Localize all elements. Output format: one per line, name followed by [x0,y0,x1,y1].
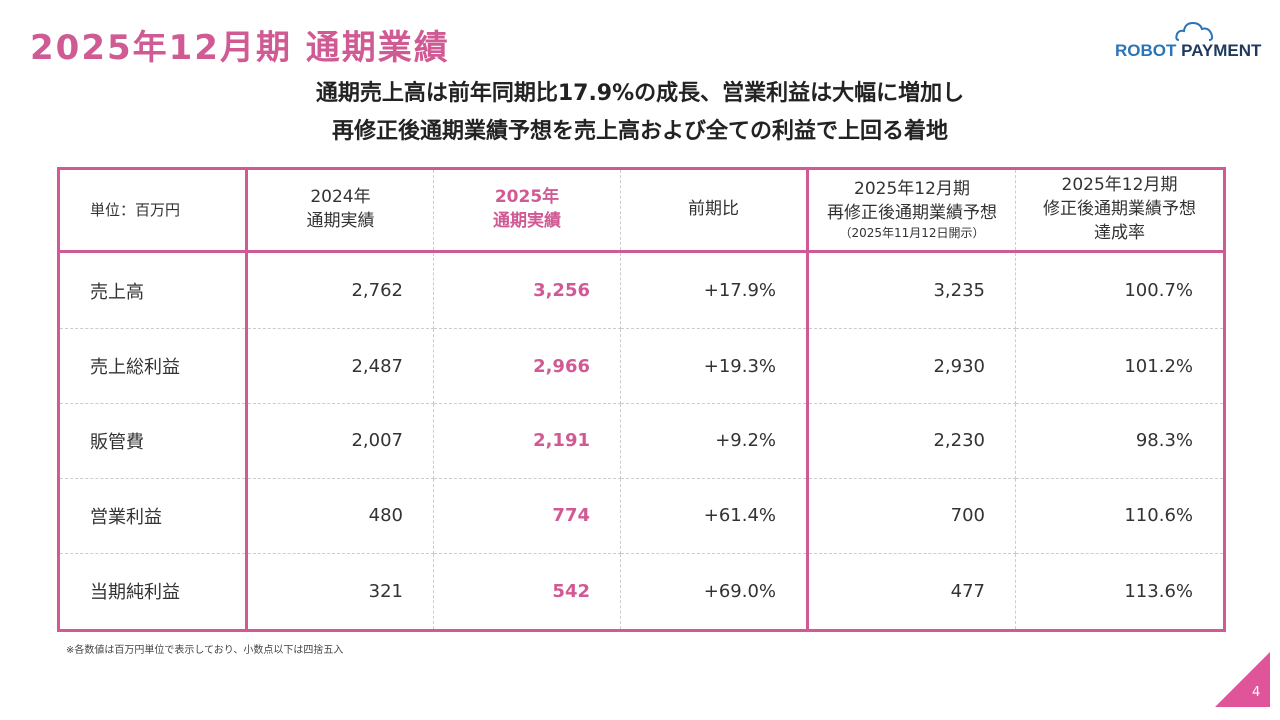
footnote: ※各数値は百万円単位で表示しており、小数点以下は四捨五入 [66,645,344,656]
table-cell: 2,762 [246,250,434,330]
header-line: 2024年 [310,187,371,208]
table-cell: +69.0% [620,552,809,632]
row-label: 売上総利益 [58,328,248,405]
table-cell: 3,256 [433,250,621,330]
table-cell: +19.3% [620,328,809,405]
header-cell: 単位：百万円 [58,168,248,252]
table-row: 営業利益 480 774 +61.4% 700 110.6% [58,477,1225,554]
header-cell: 2024年通期実績 [246,168,434,252]
header-line: 再修正後通期業績予想 [827,202,997,223]
table-row: 売上総利益 2,487 2,966 +19.3% 2,930 101.2% [58,328,1225,405]
row-label: 売上高 [58,250,248,330]
header-line: 修正後通期業績予想 [1043,199,1196,220]
subtitle-line-1: 通期売上高は前年同期比17.9%の成長、営業利益は大幅に増加し [315,81,965,106]
table-cell: 542 [433,552,621,632]
table-cell: 477 [807,552,1016,632]
table-cell: 2,930 [807,328,1016,405]
subtitle-line-2: 再修正後通期業績予想を売上高および全ての利益で上回る着地 [331,119,948,144]
table-cell: 480 [246,477,434,554]
header-line: 2025年12月期 [1061,175,1178,196]
header-cell: 2025年12月期 修正後通期業績予想 達成率 [1015,168,1225,252]
results-table: 単位：百万円 2024年 通期実績 2025年 通期実績 前期比 2025年12月期 再修正後… [57,167,1226,632]
page-number: 4 [1252,685,1261,700]
table-cell: 321 [246,552,434,632]
page-corner-triangle [1215,652,1270,707]
header-line: 通期実績 [306,211,375,231]
row-label: 営業利益 [58,477,248,554]
table-cell: 3,235 [807,250,1016,330]
page-title: 2025年12月期 通期業績 [30,28,450,68]
table-row: 当期純利益 321 542 +69.0% 477 113.6% [58,552,1225,632]
row-label: 当期純利益 [58,552,248,632]
row-label: 販管費 [58,403,248,479]
table-cell: 774 [433,477,621,554]
table-cell: 2,191 [433,403,621,479]
table-cell: 98.3% [1015,403,1225,479]
header-line: 単位：百万円 [90,200,181,219]
table-cell: 2,230 [807,403,1016,479]
header-line: 2025年 [494,187,560,208]
cloud-icon [1175,21,1214,41]
table-cell: 101.2% [1015,328,1225,405]
header-line: 達成率 [1094,222,1145,243]
table-row: 売上高 2,762 3,256 +17.9% 3,235 100.7% [58,250,1225,330]
table-cell: +61.4% [620,477,809,554]
header-cell: 2025年12月期再修正後通期業績予想 （2025年11月12日開示） [807,168,1016,252]
robot-payment-logo: ROBOT PAYMENT [1115,20,1262,65]
table-cell: 113.6% [1015,552,1225,632]
table-cell: 110.6% [1015,477,1225,554]
table-cell: 2,966 [433,328,621,405]
table-cell: 2,487 [246,328,434,405]
header-cell: 前期比 [620,168,809,252]
table-row: 販管費 2,007 2,191 +9.2% 2,230 98.3% [58,403,1225,479]
header-line: 2025年12月期 [854,178,970,199]
table-cell: +9.2% [620,403,809,479]
table-cell: 2,007 [246,403,434,479]
logo-text-payment: PAYMENT [1181,41,1262,60]
table-cell: 100.7% [1015,250,1225,330]
header-note: （2025年11月12日開示） [839,226,985,241]
header-cell: 2025年通期実績 [433,168,621,252]
header-line: 前期比 [688,199,739,220]
header-line: 通期実績 [493,211,561,231]
logo-text-robot: ROBOT [1115,41,1177,60]
table-cell: 700 [807,477,1016,554]
table-cell: +17.9% [620,250,809,330]
